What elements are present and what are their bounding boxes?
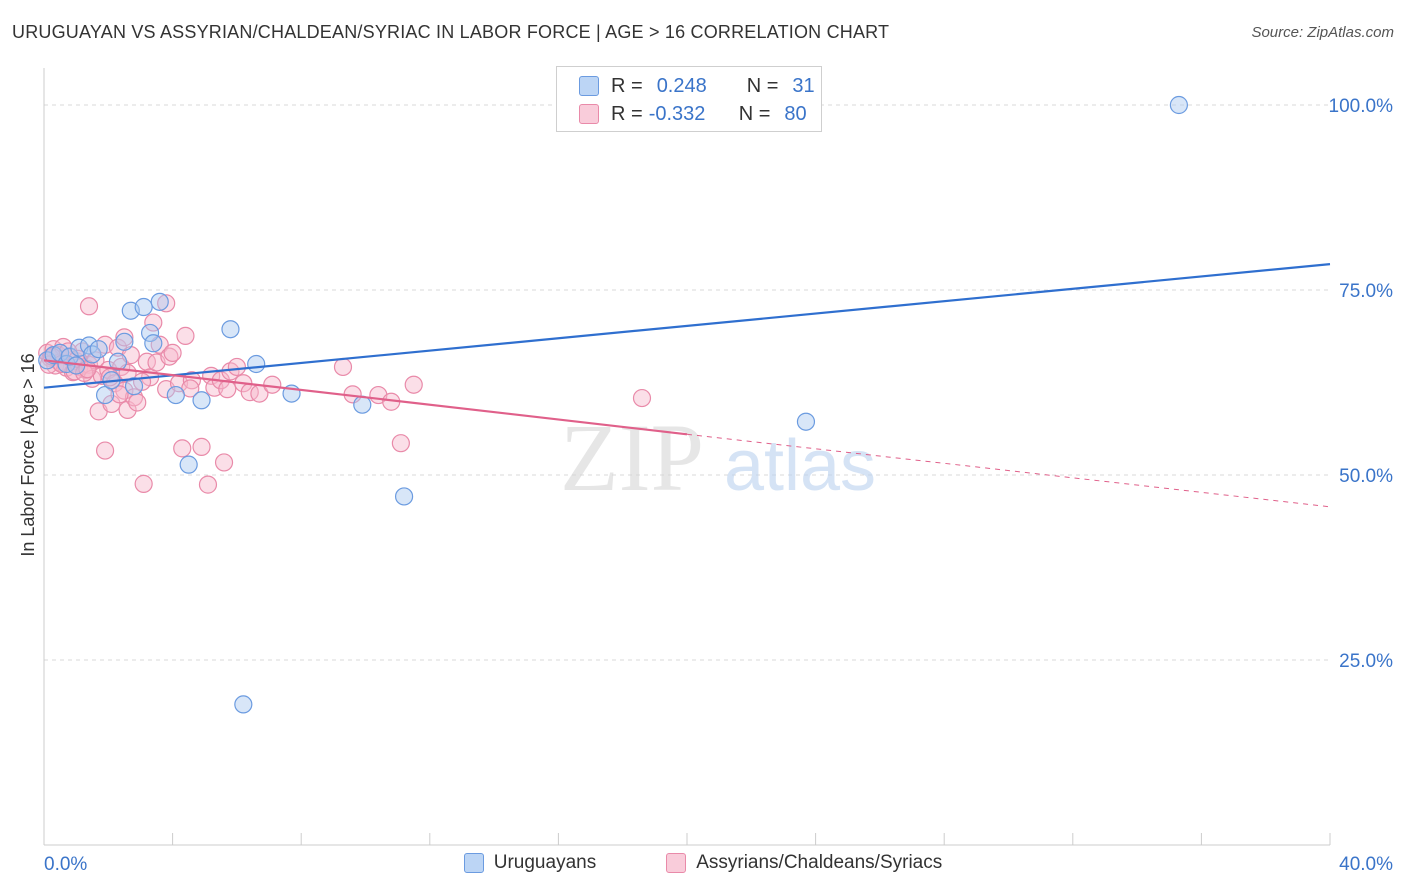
assyrian-point — [79, 297, 99, 316]
legend-row-uruguayans: R = 0.248 N = 31 — [579, 73, 815, 99]
series-legend-label: Assyrians/Chaldeans/Syriacs — [696, 852, 943, 873]
series-legend-label: Uruguayans — [493, 852, 597, 873]
assyrian-trend-line-extension — [686, 433, 1331, 508]
uruguayan-point — [1169, 95, 1188, 115]
assyrian-point — [105, 374, 124, 393]
assyrian-point — [263, 375, 282, 394]
assyrian-point — [227, 357, 246, 377]
legend-n-label: N = — [746, 74, 779, 97]
assyrian-point — [176, 326, 195, 345]
assyrian-point — [110, 385, 129, 404]
y-tick-label: 50.0% — [1339, 466, 1393, 487]
y-tick-label: 25.0% — [1339, 651, 1393, 672]
stats-legend: R = 0.248 N = 31 R = -0.332 N = 80 — [556, 66, 822, 132]
uruguayan-point — [234, 695, 253, 714]
assyrian-point — [137, 352, 156, 371]
assyrian-point — [134, 474, 153, 493]
uruguayan-point — [796, 412, 816, 431]
assyrian-point — [333, 357, 353, 377]
uruguayan-point — [221, 320, 240, 339]
uruguayan-point — [192, 391, 211, 410]
watermark-zip: ZIP — [560, 404, 704, 511]
assyrian-point — [115, 328, 134, 347]
assyrian-point — [95, 441, 115, 460]
assyrian-point — [163, 343, 182, 362]
assyrian-point — [632, 388, 652, 408]
series-legend-assyrians: Assyrians/Chaldeans/Syriacs — [666, 852, 942, 874]
series-legend: Uruguayans Assyrians/Chaldeans/Syriacs — [0, 852, 1406, 874]
uruguayan-point — [108, 352, 128, 371]
uruguayan-point — [150, 292, 169, 311]
legend-swatch-pink — [579, 104, 599, 124]
assyrian-point — [214, 453, 234, 472]
assyrian-point — [144, 313, 163, 332]
watermark: ZIP atlas — [560, 404, 876, 511]
uruguayan-point — [353, 395, 372, 414]
legend-n-value: 80 — [784, 102, 807, 125]
assyrian-trend-line — [43, 359, 688, 436]
uruguayan-point — [179, 455, 198, 474]
series-legend-uruguayans: Uruguayans — [463, 852, 597, 874]
y-tick-label: 100.0% — [1329, 96, 1394, 117]
uruguayan-point — [134, 297, 153, 317]
chart-source: Source: ZipAtlas.com — [1251, 24, 1394, 41]
assyrian-point — [192, 437, 211, 456]
assyrian-point — [173, 439, 192, 458]
legend-row-assyrians: R = -0.332 N = 80 — [579, 101, 807, 127]
uruguayan-point — [140, 323, 160, 343]
x-tick-label-min: 0.0% — [44, 854, 87, 875]
uruguayan-point — [89, 340, 108, 359]
assyrian-point — [150, 335, 169, 354]
legend-r-value: 0.248 — [656, 74, 707, 97]
chart-title: URUGUAYAN VS ASSYRIAN/CHALDEAN/SYRIAC IN… — [12, 22, 890, 42]
uruguayan-point — [124, 377, 144, 396]
legend-r-label: R = — [611, 74, 643, 97]
legend-r-label: R = — [611, 102, 643, 125]
assyrian-point — [391, 434, 410, 453]
series-swatch-pink — [666, 853, 687, 873]
uruguayan-point — [144, 334, 163, 353]
uruguayan-point — [115, 332, 134, 351]
points-layer — [38, 95, 1188, 714]
assyrian-point — [128, 393, 147, 412]
uruguayan-point — [166, 385, 185, 405]
series-swatch-blue — [463, 853, 484, 873]
legend-n-label: N = — [738, 102, 771, 125]
assyrian-point — [404, 375, 423, 394]
y-axis-label: In Labor Force | Age > 16 — [18, 353, 38, 556]
assyrian-point — [157, 294, 176, 313]
axes-layer: 25.0% 50.0% 75.0% 100.0% 0.0% 40.0% — [43, 68, 1394, 875]
watermark-atlas: atlas — [724, 426, 876, 506]
trend-layer — [43, 263, 1331, 508]
uruguayan-point — [394, 487, 414, 506]
uruguayan-trend-line — [43, 263, 1331, 389]
y-tick-label: 75.0% — [1339, 281, 1393, 302]
assyrian-point — [218, 380, 237, 399]
legend-swatch-blue — [579, 76, 599, 96]
assyrian-point — [198, 475, 218, 494]
x-tick-label-max: 40.0% — [1339, 854, 1393, 875]
uruguayan-point — [247, 354, 266, 374]
legend-n-value: 31 — [792, 74, 815, 97]
legend-r-value: -0.332 — [648, 102, 706, 125]
